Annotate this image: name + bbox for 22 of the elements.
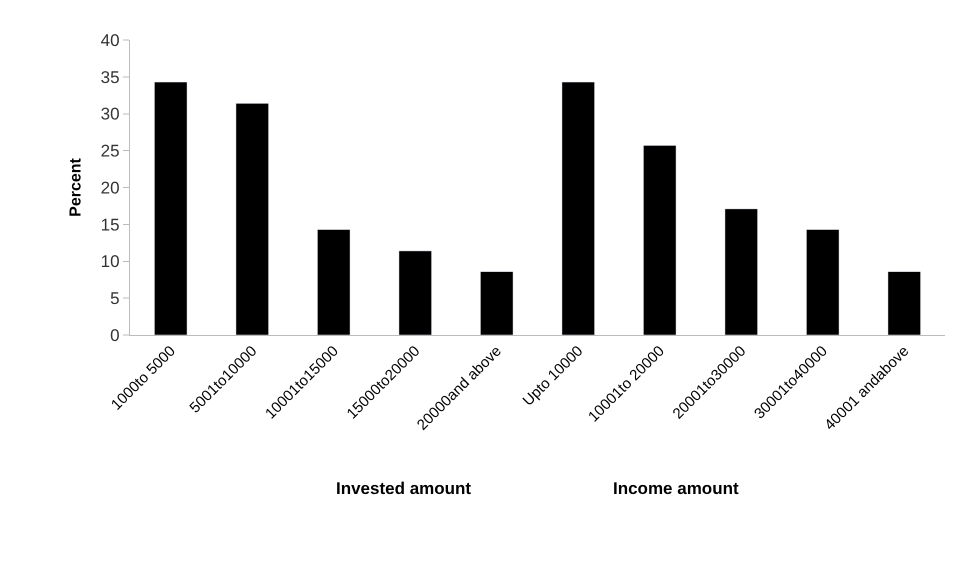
bar (888, 271, 921, 335)
y-tick-label: 15 (100, 215, 120, 234)
text: Income amount (613, 479, 739, 498)
bar (806, 229, 840, 335)
bar (562, 82, 595, 335)
y-tick-label: 40 (100, 30, 120, 50)
bar (236, 103, 269, 335)
bar (480, 271, 514, 335)
y-axis-title: Percent (68, 157, 85, 217)
bar (643, 145, 676, 335)
bar (154, 82, 188, 335)
y-tick-label: 0 (110, 326, 120, 345)
bar (724, 208, 758, 335)
y-tick-label: 30 (100, 104, 120, 124)
y-tick-label: 5 (110, 289, 120, 308)
y-tick-label: 20 (100, 178, 120, 198)
y-tick-label: 35 (100, 68, 120, 87)
bar (317, 229, 350, 335)
text: Invested amount (336, 479, 472, 498)
y-tick-label: 10 (100, 252, 120, 272)
y-tick-label: 25 (100, 142, 120, 161)
bar (398, 250, 432, 335)
